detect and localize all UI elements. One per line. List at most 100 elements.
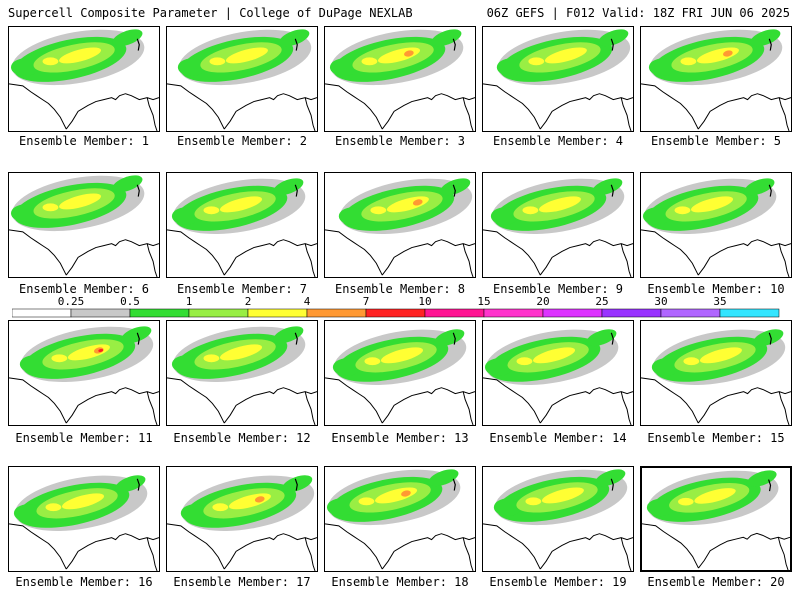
colorbar-segment [70,308,131,318]
scp-contour-yellow [358,497,375,506]
scp-contour-green [440,178,471,196]
ensemble-member-panel[interactable] [324,26,476,132]
coastline-outline [325,229,475,277]
ensemble-member-panel[interactable] [166,172,318,278]
ensemble-member-panel[interactable] [640,466,792,572]
scp-contour-yellow [209,57,226,66]
colorbar-segment [719,308,780,318]
scp-contour-green [642,207,671,225]
colorbar-segment [247,308,308,318]
scp-map [483,29,633,131]
colorbar-tick-label: 15 [477,295,491,308]
ensemble-member-label: Ensemble Member: 16 [15,575,153,589]
scp-contour-green [180,504,209,522]
ensemble-member-panel[interactable] [324,320,476,426]
lake-shoreline [452,184,456,197]
scp-contour-green [121,326,152,344]
ensemble-member-panel[interactable] [482,320,634,426]
scp-contour-green [19,355,48,373]
scp-contour-green [496,58,525,77]
scp-map [642,470,790,570]
scp-contour-green [13,504,42,522]
lake-shoreline [136,332,140,345]
ensemble-member-label: Ensemble Member: 11 [15,431,153,445]
ensemble-member-panel[interactable] [8,320,160,426]
lake-shoreline [768,38,772,51]
scp-contour-yellow [219,196,263,213]
colorbar-segment [129,308,190,318]
ensemble-member-panel[interactable] [166,320,318,426]
scp-contour-yellow [541,487,584,504]
coastline-outline [642,523,790,570]
lake-shoreline [768,332,772,345]
lake-shoreline [610,332,614,345]
coastline-outline [9,377,159,425]
scp-contour-green [646,498,675,517]
scp-contour-yellow [61,493,105,510]
scp-contour-yellow [699,347,742,364]
ensemble-member-panel[interactable] [324,172,476,278]
scp-contour-green [332,358,361,376]
scp-map [167,178,317,277]
scp-contour-orange [401,490,411,497]
scp-contour-green [279,29,310,47]
colorbar-tick-label: 0.5 [120,295,140,308]
ensemble-member-panel[interactable] [8,466,160,572]
colorbar-tick-label: 0.25 [57,295,85,308]
ensemble-member-label: Ensemble Member: 14 [489,431,627,445]
scp-contour-green [10,204,39,223]
coastline-outline [483,523,633,571]
ensemble-member-label: Ensemble Member: 15 [647,431,785,445]
scp-contour-green [592,178,623,196]
scp-contour-yellow [691,196,734,213]
ensemble-member-label: Ensemble Member: 18 [331,575,469,589]
scp-contour-yellow [42,57,59,66]
ensemble-member-panel[interactable] [640,320,792,426]
scp-contour-green [171,207,200,225]
lake-shoreline [768,184,772,197]
ensemble-member-label: Ensemble Member: 13 [331,431,469,445]
ensemble-member-panel[interactable] [482,172,634,278]
scp-contour-green [171,355,200,373]
scp-contour-green [434,329,465,347]
lake-shoreline [610,478,614,491]
lake-shoreline [294,332,298,345]
ensemble-member-panel[interactable] [640,26,792,132]
scp-contour-yellow [370,206,387,215]
colorbar-segment [365,308,426,318]
scp-map [9,175,159,277]
scp-contour-yellow [674,206,691,215]
ensemble-member-panel[interactable] [324,466,476,572]
ensemble-member-panel[interactable] [482,466,634,572]
ensemble-member-panel[interactable] [482,26,634,132]
scp-contour-yellow [528,57,545,66]
ensemble-member-label: Ensemble Member: 9 [492,282,624,296]
scp-map [325,29,475,131]
colorbar-tick-label: 1 [185,295,193,308]
ensemble-member-panel[interactable] [8,26,160,132]
scp-contour-green [112,175,143,193]
coastline-outline [167,377,317,425]
scp-contour-green [744,178,775,196]
coastline-outline [483,83,633,131]
scp-contour-yellow [538,196,582,213]
scp-contour-green [177,58,206,77]
scp-contour-yellow [225,47,268,64]
ensemble-member-label: Ensemble Member: 10 [647,282,785,296]
scp-map [9,475,159,571]
ensemble-member-panel[interactable] [166,26,318,132]
ensemble-member-panel[interactable] [166,466,318,572]
colorbar-segment [188,308,249,318]
ensemble-member-label: Ensemble Member: 3 [334,134,466,148]
lake-shoreline [136,478,140,491]
ensemble-member-label: Ensemble Member: 5 [650,134,782,148]
ensemble-member-panel[interactable] [640,172,792,278]
coastline-outline [325,523,475,571]
ensemble-member-panel[interactable] [8,172,160,278]
scp-contour-yellow [203,354,220,363]
scp-contour-yellow [516,357,533,366]
lake-shoreline [294,38,298,51]
coastline-outline [483,229,633,277]
scp-contour-green [595,469,626,487]
ensemble-member-label: Ensemble Member: 6 [18,282,150,296]
